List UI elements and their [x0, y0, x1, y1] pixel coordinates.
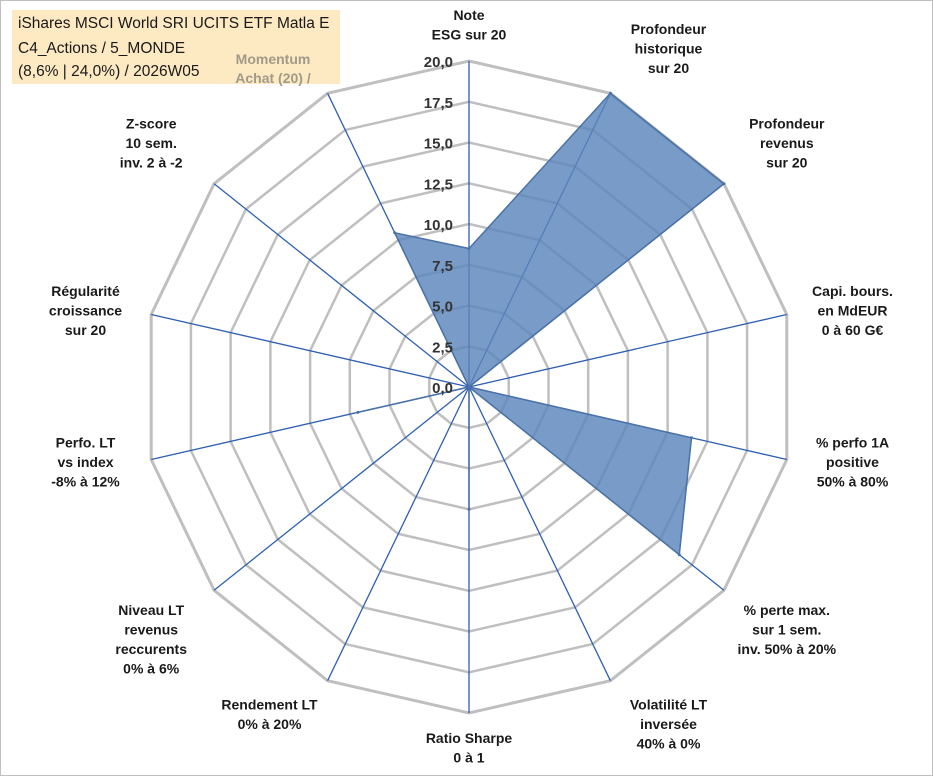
axis-label-line: 0% à 20% [238, 716, 302, 732]
data-point-10 [356, 410, 360, 414]
momentum-label-line1: Momentum [235, 51, 311, 67]
axis-label-line: Ratio Sharpe [426, 730, 513, 746]
tick-label: 2,5 [432, 339, 453, 356]
axis-label-line: 10 sem. [126, 135, 177, 151]
axis-label-line: 0 à 60 G€ [822, 322, 884, 338]
spoke-12 [213, 183, 470, 388]
axis-label-line: Perfo. LT [56, 434, 116, 450]
axis-label-line: en MdEUR [818, 303, 888, 319]
axis-label-0: Note ESG sur 20 [432, 7, 507, 43]
axis-label-line: Rendement LT [221, 696, 318, 712]
axis-label-line: historique [635, 41, 703, 57]
axis-label-line: revenus [760, 135, 814, 151]
axis-label-line: Note [453, 7, 484, 23]
momentum-label-line2: Achat (20) / [235, 70, 311, 86]
axis-label-line: 50% à 80% [817, 473, 889, 489]
axis-label-line: % perte max. [744, 602, 830, 618]
tick-label: 10,0 [424, 217, 453, 234]
tick-label: 20,0 [424, 54, 453, 71]
data-point-4 [690, 436, 693, 440]
axis-label-line: 0 à 1 [453, 750, 484, 766]
axis-label-7: Ratio Sharpe 0 à 1 [426, 730, 513, 766]
tick-label: 7,5 [432, 258, 453, 275]
axis-label-line: positive [826, 454, 879, 470]
axis-label-3: Capi. bours. en MdEUR 0 à 60 G€ [812, 283, 893, 338]
chart-title-line1: iShares MSCI World SRI UCITS ETF Matla E [18, 15, 330, 32]
data-point-12 [467, 385, 471, 389]
axis-label-line: Capi. bours. [812, 283, 893, 299]
axis-label-line: 40% à 0% [637, 735, 701, 751]
axis-label-line: Z-score [126, 116, 177, 132]
axis-label-line: croissance [49, 303, 122, 319]
axis-label-line: sur 20 [65, 322, 106, 338]
axis-label-line: vs index [57, 454, 113, 470]
axis-label-9: Niveau LT revenus reccurents 0% à 6% [115, 602, 187, 677]
series-layer [356, 91, 726, 557]
axis-label-10: Perfo. LT vs index -8% à 12% [51, 434, 120, 489]
spoke-3 [468, 313, 787, 388]
axis-label-line: inv. 50% à 20% [738, 641, 837, 657]
data-point-1 [608, 91, 612, 95]
axis-label-2: Profondeur revenus sur 20 [749, 116, 825, 171]
axis-label-line: sur 20 [648, 60, 689, 76]
axis-label-1: Profondeur historique sur 20 [631, 21, 707, 76]
tick-layer: 0,0 2,5 5,0 7,5 10,0 12,5 15,0 17,5 20,0 [424, 54, 453, 397]
data-point-5 [677, 553, 681, 557]
axis-label-line: sur 1 sem. [752, 622, 821, 638]
axis-label-line: Profondeur [631, 21, 707, 37]
data-point-7 [467, 507, 471, 511]
spoke-11 [151, 313, 470, 388]
axis-label-8: Rendement LT 0% à 20% [221, 696, 318, 732]
label-layer: Note ESG sur 20 Profondeur historique sur 20… [49, 7, 893, 766]
axis-label-6: Volatilité LT inversée 40% à 0% [630, 696, 708, 751]
axis-label-line: 0% à 6% [123, 661, 180, 677]
chart-title-line2: C4_Actions / 5_MONDE [18, 40, 186, 57]
tick-label: 0,0 [432, 380, 453, 397]
data-point-0 [467, 247, 471, 250]
spoke-9 [213, 386, 470, 591]
axis-label-4: % perfo 1A positive 50% à 80% [816, 434, 889, 489]
series-area-0 [357, 92, 726, 557]
tick-label: 5,0 [432, 299, 453, 316]
data-point-2 [722, 182, 726, 186]
axis-label-line: Volatilité LT [630, 696, 708, 712]
spoke-6 [468, 386, 611, 681]
axis-label-11: Régularité croissance sur 20 [49, 283, 122, 338]
axis-label-line: revenus [124, 622, 178, 638]
data-point-13 [393, 231, 397, 235]
axis-label-line: Régularité [51, 283, 120, 299]
axis-label-12: Z-score 10 sem. inv. 2 à -2 [120, 116, 183, 171]
tick-label: 15,0 [424, 136, 453, 153]
axis-label-line: Niveau LT [118, 602, 184, 618]
tick-label: 17,5 [424, 95, 453, 112]
axis-label-line: sur 20 [766, 155, 807, 171]
chart-title-box: iShares MSCI World SRI UCITS ETF Matla E… [12, 10, 340, 86]
axis-label-line: ESG sur 20 [432, 27, 507, 43]
axis-label-line: Profondeur [749, 116, 825, 132]
chart-title-line3: (8,6% | 24,0%) / 2026W05 [18, 63, 200, 80]
axis-label-5: % perte max. sur 1 sem. inv. 50% à 20% [738, 602, 837, 657]
axis-label-line: inversée [640, 716, 697, 732]
axis-label-line: -8% à 12% [51, 473, 120, 489]
axis-label-line: inv. 2 à -2 [120, 155, 183, 171]
axis-label-line: reccurents [115, 641, 187, 657]
spoke-8 [327, 386, 470, 681]
axis-label-line: % perfo 1A [816, 434, 889, 450]
tick-label: 12,5 [424, 176, 453, 193]
